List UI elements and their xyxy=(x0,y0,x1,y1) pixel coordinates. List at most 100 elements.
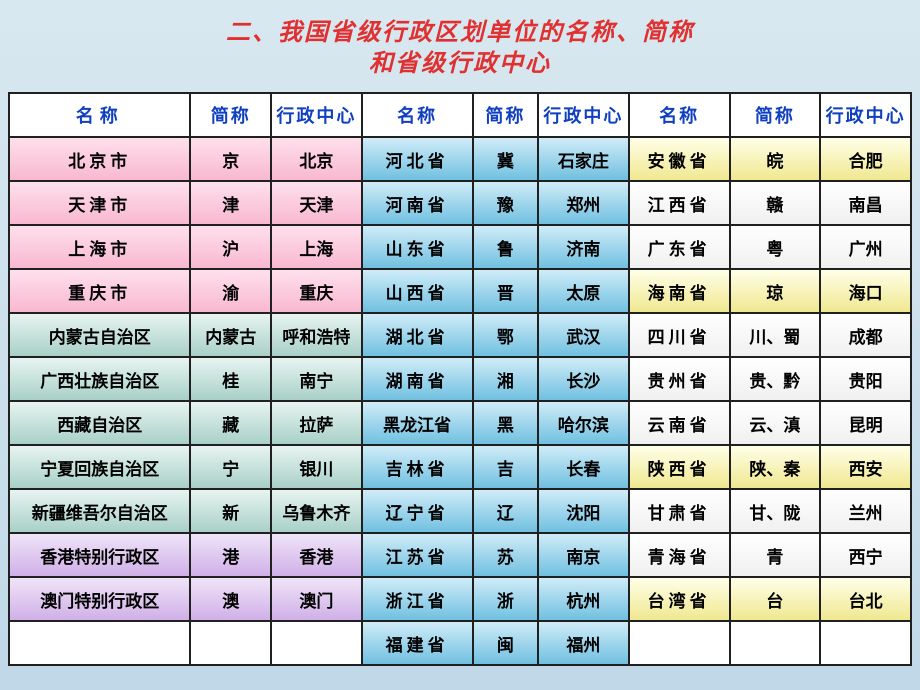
header-name-1: 名称 xyxy=(9,93,190,137)
cell-cap: 银川 xyxy=(271,445,362,489)
cell-cap: 昆明 xyxy=(820,401,911,445)
cell-cap: 济南 xyxy=(538,225,629,269)
cell-name: 吉林省 xyxy=(362,445,473,489)
cell-name: 甘肃省 xyxy=(629,489,730,533)
table-row: 内蒙古自治区内蒙古呼和浩特湖北省鄂武汉四川省川、蜀成都 xyxy=(9,313,911,357)
cell-name: 澳门特别行政区 xyxy=(9,577,190,621)
cell-abbr: 闽 xyxy=(473,621,539,665)
table-row: 香港特别行政区港香港江苏省苏南京青海省青西宁 xyxy=(9,533,911,577)
cell-abbr: 宁 xyxy=(190,445,271,489)
cell-name: 云南省 xyxy=(629,401,730,445)
cell-cap: 西宁 xyxy=(820,533,911,577)
cell-cap: 南宁 xyxy=(271,357,362,401)
cell-abbr xyxy=(730,621,821,665)
cell-name: 西藏自治区 xyxy=(9,401,190,445)
cell-abbr: 云、滇 xyxy=(730,401,821,445)
table-row: 北京市京北京河北省冀石家庄安徽省皖合肥 xyxy=(9,137,911,181)
cell-cap: 杭州 xyxy=(538,577,629,621)
cell-cap: 拉萨 xyxy=(271,401,362,445)
cell-name: 安徽省 xyxy=(629,137,730,181)
cell-name: 山东省 xyxy=(362,225,473,269)
header-abbr-1: 简称 xyxy=(190,93,271,137)
table-row: 福建省闽福州 xyxy=(9,621,911,665)
cell-cap: 合肥 xyxy=(820,137,911,181)
cell-cap: 呼和浩特 xyxy=(271,313,362,357)
cell-abbr: 藏 xyxy=(190,401,271,445)
cell-name: 河南省 xyxy=(362,181,473,225)
header-cap-1: 行政中心 xyxy=(271,93,362,137)
header-cap-3: 行政中心 xyxy=(820,93,911,137)
header-abbr-2: 简称 xyxy=(473,93,539,137)
cell-cap: 乌鲁木齐 xyxy=(271,489,362,533)
cell-abbr: 港 xyxy=(190,533,271,577)
cell-abbr: 赣 xyxy=(730,181,821,225)
cell-cap: 兰州 xyxy=(820,489,911,533)
cell-cap: 福州 xyxy=(538,621,629,665)
cell-cap: 南京 xyxy=(538,533,629,577)
cell-name: 福建省 xyxy=(362,621,473,665)
cell-name: 广西壮族自治区 xyxy=(9,357,190,401)
cell-abbr: 沪 xyxy=(190,225,271,269)
cell-cap: 长春 xyxy=(538,445,629,489)
cell-cap: 成都 xyxy=(820,313,911,357)
cell-name: 湖南省 xyxy=(362,357,473,401)
cell-cap: 沈阳 xyxy=(538,489,629,533)
table-row: 澳门特别行政区澳澳门浙江省浙杭州台湾省台台北 xyxy=(9,577,911,621)
cell-name: 台湾省 xyxy=(629,577,730,621)
cell-cap: 天津 xyxy=(271,181,362,225)
cell-abbr: 陕、秦 xyxy=(730,445,821,489)
cell-name: 江苏省 xyxy=(362,533,473,577)
cell-name: 黑龙江省 xyxy=(362,401,473,445)
cell-name: 贵州省 xyxy=(629,357,730,401)
cell-name xyxy=(9,621,190,665)
cell-name xyxy=(629,621,730,665)
cell-name: 广东省 xyxy=(629,225,730,269)
cell-abbr: 鲁 xyxy=(473,225,539,269)
table-row: 西藏自治区藏拉萨黑龙江省黑哈尔滨云南省云、滇昆明 xyxy=(9,401,911,445)
cell-abbr: 川、蜀 xyxy=(730,313,821,357)
cell-abbr: 苏 xyxy=(473,533,539,577)
cell-cap: 澳门 xyxy=(271,577,362,621)
cell-name: 北京市 xyxy=(9,137,190,181)
cell-cap: 海口 xyxy=(820,269,911,313)
cell-name: 河北省 xyxy=(362,137,473,181)
cell-name: 宁夏回族自治区 xyxy=(9,445,190,489)
cell-cap: 太原 xyxy=(538,269,629,313)
cell-name: 上海市 xyxy=(9,225,190,269)
cell-cap xyxy=(820,621,911,665)
cell-name: 湖北省 xyxy=(362,313,473,357)
table-container: 名称 简称 行政中心 名称 简称 行政中心 名称 简称 行政中心 北京市京北京河… xyxy=(0,92,920,666)
cell-cap: 哈尔滨 xyxy=(538,401,629,445)
cell-name: 浙江省 xyxy=(362,577,473,621)
cell-cap: 贵阳 xyxy=(820,357,911,401)
cell-abbr: 内蒙古 xyxy=(190,313,271,357)
cell-abbr: 渝 xyxy=(190,269,271,313)
cell-name: 香港特别行政区 xyxy=(9,533,190,577)
cell-cap: 北京 xyxy=(271,137,362,181)
cell-abbr: 皖 xyxy=(730,137,821,181)
cell-abbr: 黑 xyxy=(473,401,539,445)
cell-name: 陕西省 xyxy=(629,445,730,489)
header-abbr-3: 简称 xyxy=(730,93,821,137)
table-row: 天津市津天津河南省豫郑州江西省赣南昌 xyxy=(9,181,911,225)
cell-abbr: 湘 xyxy=(473,357,539,401)
cell-abbr: 澳 xyxy=(190,577,271,621)
cell-name: 辽宁省 xyxy=(362,489,473,533)
cell-cap: 石家庄 xyxy=(538,137,629,181)
header-row: 名称 简称 行政中心 名称 简称 行政中心 名称 简称 行政中心 xyxy=(9,93,911,137)
table-row: 宁夏回族自治区宁银川吉林省吉长春陕西省陕、秦西安 xyxy=(9,445,911,489)
cell-cap: 香港 xyxy=(271,533,362,577)
cell-abbr: 京 xyxy=(190,137,271,181)
title-line-2: 和省级行政中心 xyxy=(369,51,551,77)
cell-abbr: 台 xyxy=(730,577,821,621)
cell-abbr: 桂 xyxy=(190,357,271,401)
header-name-3: 名称 xyxy=(629,93,730,137)
title-line-1: 二、我国省级行政区划单位的名称、简称 xyxy=(226,20,694,46)
cell-cap: 南昌 xyxy=(820,181,911,225)
cell-abbr: 甘、陇 xyxy=(730,489,821,533)
cell-cap: 长沙 xyxy=(538,357,629,401)
cell-name: 新疆维吾尔自治区 xyxy=(9,489,190,533)
cell-name: 海南省 xyxy=(629,269,730,313)
cell-cap: 上海 xyxy=(271,225,362,269)
cell-name: 重庆市 xyxy=(9,269,190,313)
